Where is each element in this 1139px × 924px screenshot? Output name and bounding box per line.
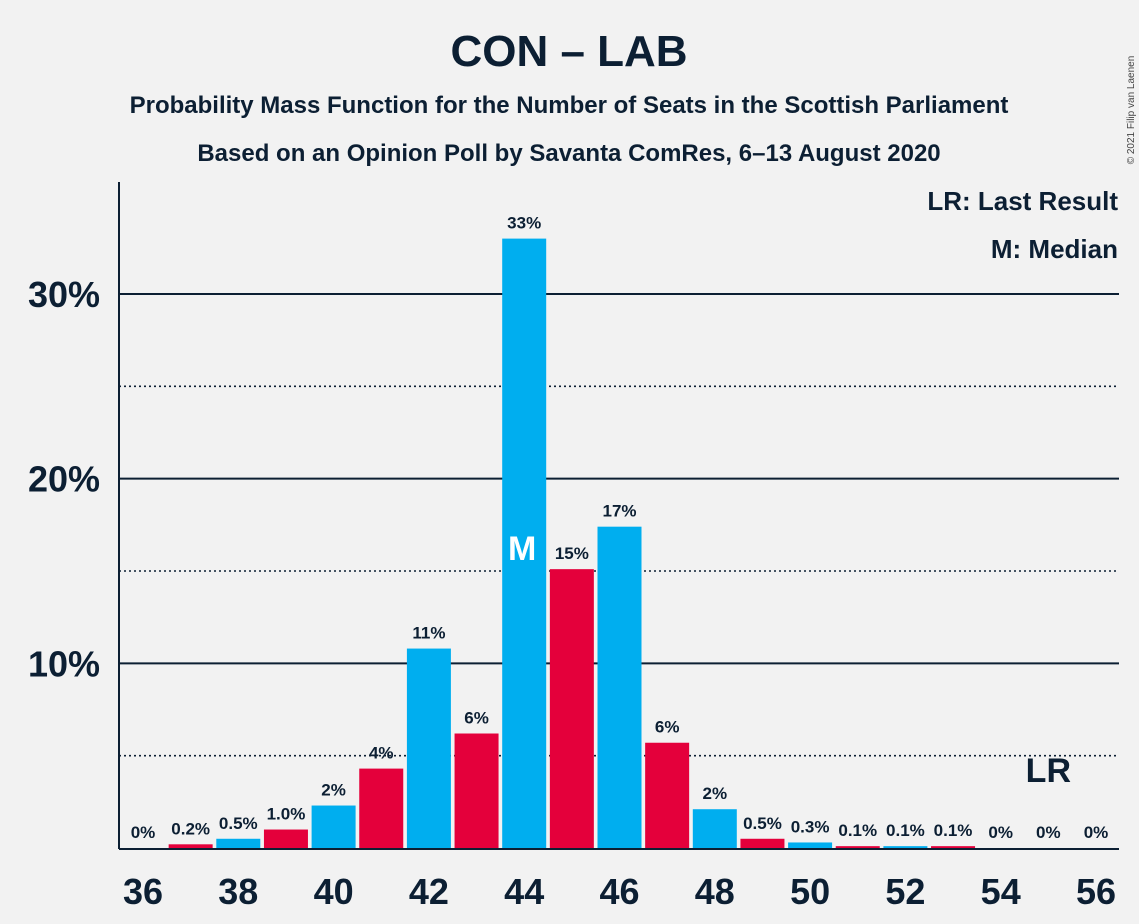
- bar-37: [168, 844, 213, 848]
- data-label-39: 1.0%: [267, 805, 306, 824]
- x-tick-label: 50: [790, 871, 830, 912]
- data-label-36: 0%: [131, 823, 156, 842]
- data-labels: 0% 0.2% 0.5% 1.0% 2% 4% 11% 6% 33% 15% 17% 6% 2% 0.5%…: [131, 214, 1109, 842]
- data-label-40: 2%: [321, 781, 346, 800]
- bar-53: [931, 846, 976, 848]
- data-label-47: 6%: [655, 718, 680, 737]
- data-label-42: 11%: [412, 624, 445, 643]
- x-tick-label: 56: [1076, 871, 1116, 912]
- data-label-45: 15%: [555, 544, 589, 563]
- data-label-46: 17%: [602, 502, 636, 521]
- bar-40: [311, 805, 356, 848]
- data-label-48: 2%: [703, 784, 728, 803]
- x-tick-label: 36: [123, 871, 163, 912]
- data-label-49: 0.5%: [743, 814, 782, 833]
- x-tick-label: 42: [409, 871, 449, 912]
- data-label-37: 0.2%: [171, 819, 210, 838]
- data-label-44: 33%: [507, 214, 541, 233]
- bar-45: [549, 569, 594, 848]
- data-label-51: 0.1%: [838, 821, 877, 840]
- data-label-50: 0.3%: [791, 817, 830, 836]
- bar-49: [740, 838, 785, 848]
- data-label-38: 0.5%: [219, 814, 258, 833]
- bar-52: [883, 846, 928, 848]
- x-tick-label: 48: [695, 871, 735, 912]
- y-axis-ticks: 10% 20% 30%: [28, 274, 100, 684]
- data-label-55: 0%: [1036, 823, 1061, 842]
- bar-48: [692, 809, 737, 848]
- bar-46: [597, 526, 642, 848]
- chart-title: CON – LAB: [450, 27, 687, 76]
- x-tick-label: 44: [504, 871, 544, 912]
- y-tick-label: 20%: [28, 459, 100, 500]
- data-label-53: 0.1%: [934, 821, 973, 840]
- bar-39: [263, 829, 308, 848]
- bar-51: [835, 846, 880, 848]
- data-label-41: 4%: [369, 744, 394, 763]
- median-marker: M: [508, 530, 536, 568]
- bar-47: [645, 742, 690, 848]
- bar-43: [454, 733, 499, 848]
- y-tick-label: 10%: [28, 643, 100, 684]
- bar-44: [502, 238, 547, 849]
- x-tick-label: 40: [314, 871, 354, 912]
- x-tick-label: 38: [218, 871, 258, 912]
- y-tick-label: 30%: [28, 274, 100, 315]
- data-label-43: 6%: [464, 709, 489, 728]
- x-tick-label: 52: [885, 871, 925, 912]
- legend-median: M: Median: [991, 234, 1118, 264]
- x-axis-ticks: 36 38 40 42 44 46 48 50 52 54 56: [123, 871, 1116, 912]
- chart-subtitle-1: Probability Mass Function for the Number…: [130, 92, 1009, 119]
- bars: [168, 238, 976, 849]
- data-label-52: 0.1%: [886, 821, 925, 840]
- last-result-marker: LR: [1026, 752, 1071, 790]
- bar-38: [216, 838, 261, 848]
- data-label-56: 0%: [1084, 823, 1109, 842]
- bar-42: [406, 648, 451, 848]
- x-tick-label: 54: [981, 871, 1021, 912]
- chart-subtitle-2: Based on an Opinion Poll by Savanta ComR…: [197, 140, 940, 167]
- legend-last-result: LR: Last Result: [927, 186, 1118, 216]
- bar-50: [788, 842, 833, 848]
- bar-41: [359, 768, 404, 848]
- x-tick-label: 46: [599, 871, 639, 912]
- copyright: © 2021 Filip van Laenen: [1126, 56, 1137, 165]
- data-label-54: 0%: [988, 823, 1013, 842]
